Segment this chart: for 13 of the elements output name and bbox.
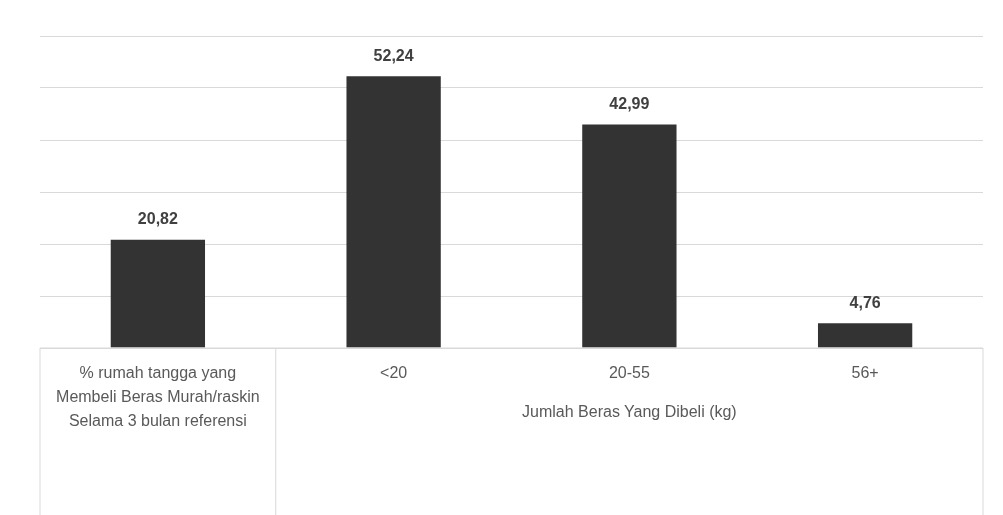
x-tick-label: 20-55 <box>608 364 650 382</box>
data-label: 20,82 <box>137 210 178 228</box>
x-tick-label: 56+ <box>851 364 879 382</box>
x-tick-label: % rumah tangga yang Membeli Beras Murah/raskin Selama 3 bulan referensi <box>56 364 260 430</box>
data-label: 52,24 <box>373 46 414 64</box>
bar <box>110 239 206 348</box>
bar <box>346 76 441 348</box>
data-label: 42,99 <box>609 94 650 112</box>
data-label: 4,76 <box>849 293 881 311</box>
bar <box>817 323 913 348</box>
bar <box>582 124 677 348</box>
x-axis-title: Jumlah Beras Yang Dibeli (kg) <box>522 403 737 421</box>
x-tick-label: <20 <box>380 364 408 382</box>
